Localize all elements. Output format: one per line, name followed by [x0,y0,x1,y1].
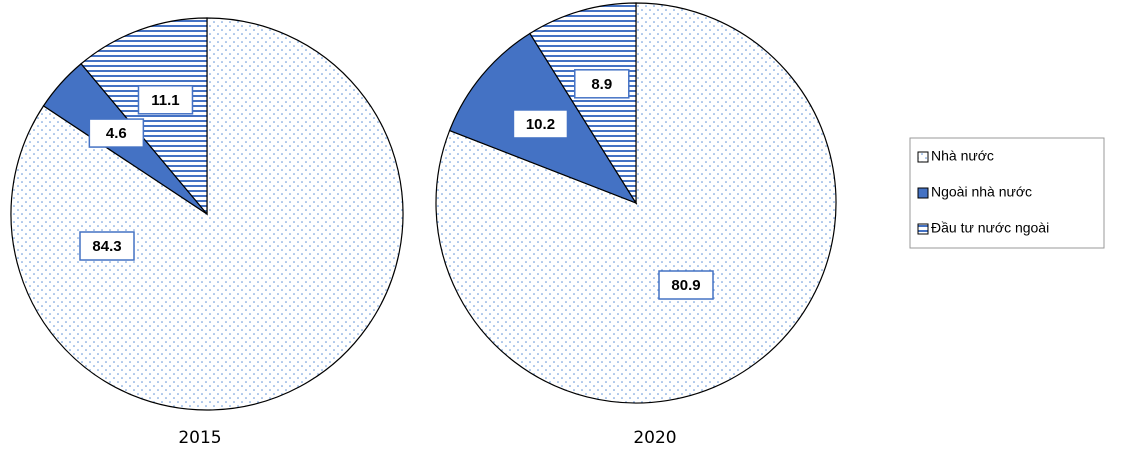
legend-label: Ngoài nhà nước [931,184,1032,200]
data-label-box [574,69,630,99]
chart-title: 2020 [633,428,676,448]
pie-slice [80,17,208,216]
data-label-box [88,118,145,148]
chart-title: 2015 [178,428,221,448]
data-label-box [658,270,714,300]
legend-swatch [917,223,929,235]
legend-swatch [917,151,929,163]
legend-box [909,137,1105,249]
data-label: 8.9 [591,76,612,93]
data-label-box [512,109,569,139]
pie-slice [529,2,637,206]
legend-swatch [917,187,929,199]
data-label-box [79,231,135,261]
data-label: 80.9 [671,277,700,294]
plot: 84.3 4.6 11.1 2015 80.9 10.2 8.9 2020 Nhà nước Ng… [10,2,1049,448]
legend-label: Nhà nước [931,148,994,164]
data-label: 84.3 [92,238,121,255]
data-label-box [137,85,194,115]
data-label: 11.1 [151,92,179,109]
data-label: 4.6 [106,125,127,142]
legend-label: Đầu tư nước ngoài [931,220,1049,236]
data-label: 10.2 [526,116,555,133]
